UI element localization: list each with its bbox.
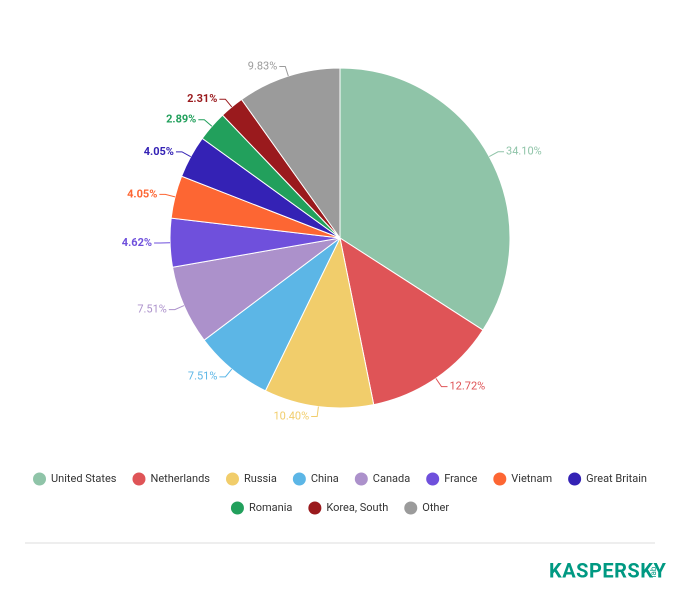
pie-slice	[339, 236, 484, 406]
data-label: 2.31%	[187, 92, 217, 105]
leader-line	[488, 151, 505, 158]
legend-marker	[568, 472, 582, 486]
data-label: 7.51%	[137, 302, 167, 315]
legend-item[interactable]: Other	[404, 501, 449, 515]
legend-item[interactable]: Romania	[230, 501, 292, 515]
data-label: 2.89%	[166, 113, 196, 126]
legend-marker	[493, 472, 507, 486]
legend-marker	[404, 501, 418, 515]
legend-item[interactable]: France	[426, 472, 477, 486]
data-label: 4.62%	[122, 236, 152, 249]
leader-line	[198, 119, 213, 127]
legend-label: Canada	[373, 472, 410, 485]
legend-label: China	[311, 472, 339, 485]
leader-line	[311, 406, 319, 418]
legend-item[interactable]: Netherlands	[132, 472, 210, 486]
legend-item[interactable]: Vietnam	[493, 472, 552, 486]
legend-marker	[132, 472, 146, 486]
legend-marker	[33, 472, 47, 486]
legend-marker	[225, 472, 239, 486]
leader-line	[435, 378, 448, 388]
data-label: 7.51%	[188, 370, 218, 383]
pie-slice	[240, 67, 341, 240]
legend-label: Korea, South	[326, 501, 388, 514]
leader-line	[168, 305, 185, 311]
pie-slice	[264, 236, 375, 409]
logo-suffix: lab	[649, 566, 658, 577]
legend-label: Netherlands	[150, 472, 210, 485]
leader-line	[219, 98, 233, 108]
leader-line	[175, 151, 191, 158]
legend-marker	[230, 501, 244, 515]
legend-label: Romania	[249, 501, 292, 514]
data-label: 9.83%	[248, 59, 278, 72]
legend-item[interactable]: Canada	[354, 472, 410, 486]
data-label: 12.72%	[450, 380, 486, 393]
pie-slice	[339, 67, 511, 331]
leader-line	[279, 66, 289, 77]
legend-label: United States	[51, 472, 117, 485]
legend-label: Other	[422, 501, 449, 514]
leader-line	[219, 368, 233, 378]
leader-line	[159, 193, 176, 198]
legend-label: Russia	[244, 472, 277, 485]
legend-marker	[292, 472, 306, 486]
data-label: 4.05%	[127, 187, 157, 200]
legend-item[interactable]: Korea, South	[308, 501, 388, 515]
legend-label: France	[444, 472, 477, 485]
legend-marker	[426, 472, 440, 486]
legend-item[interactable]: Russia	[225, 472, 277, 486]
legend-marker	[308, 501, 322, 515]
legend-label: Vietnam	[511, 472, 552, 485]
legend-marker	[354, 472, 368, 486]
legend-item[interactable]: United States	[33, 472, 117, 486]
data-label: 10.40%	[273, 409, 309, 422]
legend-item[interactable]: Great Britain	[568, 472, 647, 486]
legend-label: Great Britain	[586, 472, 647, 485]
logo-name: KASPERSKY	[549, 558, 666, 582]
data-label: 34.10%	[506, 145, 542, 158]
legend-item[interactable]: China	[292, 472, 339, 486]
data-label: 4.05%	[144, 145, 174, 158]
